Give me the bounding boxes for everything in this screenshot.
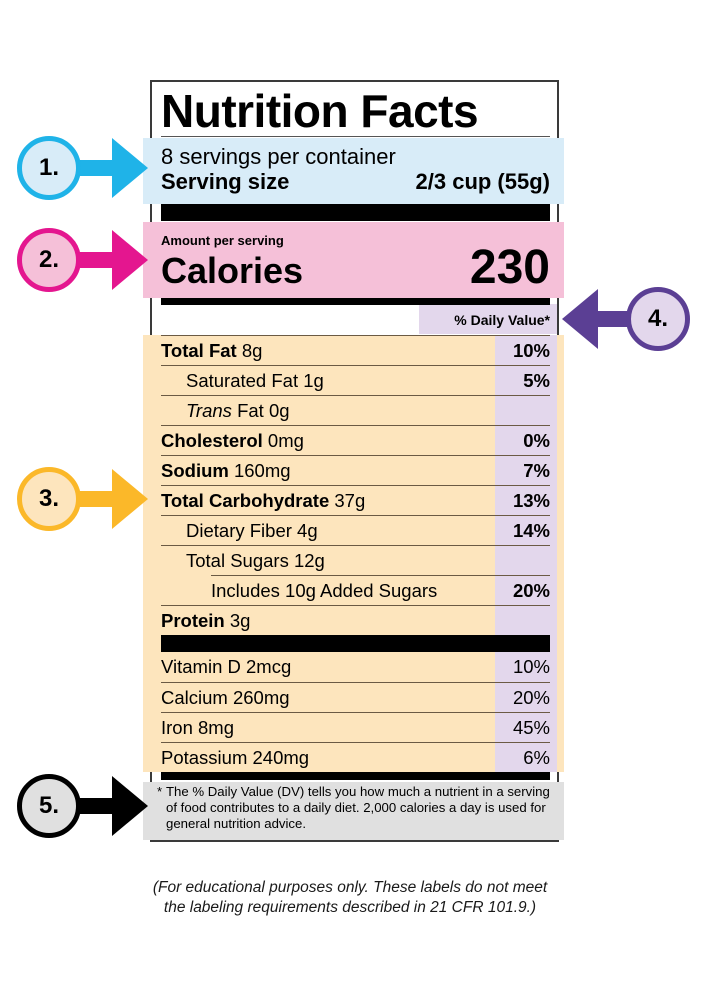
daily-value-header: % Daily Value* xyxy=(454,312,550,328)
callout-number-badge: 2. xyxy=(17,228,81,292)
daily-value-header-highlight xyxy=(419,304,557,334)
calories-row: Calories 230 xyxy=(161,241,550,294)
nutrient-row-sodium: Sodium 160mg 7% xyxy=(161,455,550,485)
calories-value: 230 xyxy=(469,241,550,294)
micronutrient-row-iron: Iron 8mg 45% xyxy=(161,712,550,742)
nutrient-row-total-sugars: Total Sugars 12g xyxy=(161,545,550,575)
arrow-shaft xyxy=(70,798,114,814)
micronutrient-dv: 20% xyxy=(512,686,550,708)
disclaimer-line-2: the labeling requirements described in 2… xyxy=(163,899,537,916)
arrow-shaft xyxy=(70,491,114,507)
micronutrient-dv: 6% xyxy=(523,746,550,768)
nutrient-dv: 7% xyxy=(523,459,550,481)
micronutrient-row-potassium: Potassium 240mg 6% xyxy=(161,742,550,772)
nutrient-name: Includes 10g Added Sugars xyxy=(211,579,438,601)
footnote: * The % Daily Value (DV) tells you how m… xyxy=(157,784,550,832)
footnote-asterisk: * xyxy=(157,784,163,799)
disclaimer: (For educational purposes only. These la… xyxy=(100,878,600,918)
calories-label: Calories xyxy=(161,250,304,291)
serving-section-highlight xyxy=(143,138,564,204)
nutrient-row-protein: Protein 3g xyxy=(161,605,550,635)
serving-size-value: 2/3 cup (55g) xyxy=(415,169,550,194)
nutrient-dv: 13% xyxy=(512,489,550,511)
nutrient-amount: 12g xyxy=(293,549,325,571)
divider xyxy=(161,136,550,137)
micronutrient-name: Vitamin D 2mcg xyxy=(161,656,292,677)
micronutrient-name: Calcium 260mg xyxy=(161,686,290,708)
footnote-section-highlight xyxy=(143,782,564,840)
callout-number-badge: 1. xyxy=(17,136,81,200)
nutrient-name: Protein xyxy=(161,609,225,631)
medium-divider xyxy=(161,772,550,780)
micronutrient-dv: 10% xyxy=(512,656,550,677)
footnote-text: The % Daily Value (DV) tells you how muc… xyxy=(166,784,550,831)
arrow-right-icon xyxy=(112,469,148,529)
arrow-left-icon xyxy=(562,289,598,349)
nutrient-amount: 4g xyxy=(297,519,318,541)
micronutrient-row-vitamin-d: Vitamin D 2mcg 10% xyxy=(161,652,550,682)
nutrient-row-saturated-fat: Saturated Fat 1g 5% xyxy=(161,365,550,395)
nutrient-dv: 5% xyxy=(523,369,550,391)
nutrient-amount: 8g xyxy=(241,339,263,361)
nutrient-dv: 14% xyxy=(512,519,550,541)
nutrient-name: Trans xyxy=(186,399,232,421)
micronutrient-dv: 45% xyxy=(512,716,550,738)
nutrient-row-added-sugars: Includes 10g Added Sugars 20% xyxy=(211,575,550,605)
nutrient-amount: 3g xyxy=(229,609,251,631)
arrow-right-icon xyxy=(112,776,148,836)
micronutrient-name: Potassium 240mg xyxy=(161,746,310,768)
thick-divider xyxy=(161,204,550,221)
nutrient-row-trans-fat: Trans Fat 0g xyxy=(161,395,550,425)
arrow-shaft xyxy=(70,160,114,176)
micronutrient-row-calcium: Calcium 260mg 20% xyxy=(161,682,550,712)
nutrient-dv: 0% xyxy=(523,429,550,451)
nutrient-name: Cholesterol xyxy=(161,429,263,451)
servings-per-container: 8 servings per container xyxy=(161,144,396,169)
nutrient-row-total-fat: Total Fat 8g 10% xyxy=(161,335,550,365)
nutrient-dv: 20% xyxy=(512,579,550,601)
nutrient-name: Total Carbohydrate xyxy=(161,489,330,511)
nutrient-name: Total Fat xyxy=(161,339,237,361)
nutrient-amount: 37g xyxy=(334,489,366,511)
serving-size-row: Serving size 2/3 cup (55g) xyxy=(161,169,550,195)
nutrient-row-cholesterol: Cholesterol 0mg 0% xyxy=(161,425,550,455)
nutrition-facts-label: Nutrition Facts 8 servings per container… xyxy=(143,80,564,842)
nutrient-amount: 0mg xyxy=(267,429,304,451)
calories-section-highlight xyxy=(143,222,564,298)
nutrients-section-highlight xyxy=(143,335,564,772)
thick-divider xyxy=(161,635,550,652)
amount-per-serving: Amount per serving xyxy=(161,233,284,248)
arrow-shaft xyxy=(594,311,634,327)
medium-divider xyxy=(161,298,550,305)
callout-number-badge: 5. xyxy=(17,774,81,838)
callout-number-badge: 4. xyxy=(626,287,690,351)
label-title: Nutrition Facts xyxy=(161,85,479,137)
daily-value-column-highlight xyxy=(495,335,557,772)
nutrient-name-suffix: Fat xyxy=(237,399,264,421)
nutrient-dv: 10% xyxy=(512,339,550,361)
nutrient-name: Sodium xyxy=(161,459,229,481)
nutrient-amount: 160mg xyxy=(233,459,291,481)
nutrient-row-dietary-fiber: Dietary Fiber 4g 14% xyxy=(161,515,550,545)
nutrient-row-total-carbohydrate: Total Carbohydrate 37g 13% xyxy=(161,485,550,515)
arrow-right-icon xyxy=(112,138,148,198)
nutrient-name: Total Sugars xyxy=(186,549,289,571)
callout-number-badge: 3. xyxy=(17,467,81,531)
nutrient-name: Dietary Fiber xyxy=(186,519,292,541)
arrow-right-icon xyxy=(112,230,148,290)
nutrient-amount: 0g xyxy=(268,399,290,421)
nutrient-amount: 1g xyxy=(303,369,324,391)
arrow-shaft xyxy=(70,252,114,268)
serving-size-label: Serving size xyxy=(161,169,290,194)
micronutrient-name: Iron 8mg xyxy=(161,716,235,738)
nutrient-name: Saturated Fat xyxy=(186,369,299,391)
disclaimer-line-1: (For educational purposes only. These la… xyxy=(152,879,548,896)
